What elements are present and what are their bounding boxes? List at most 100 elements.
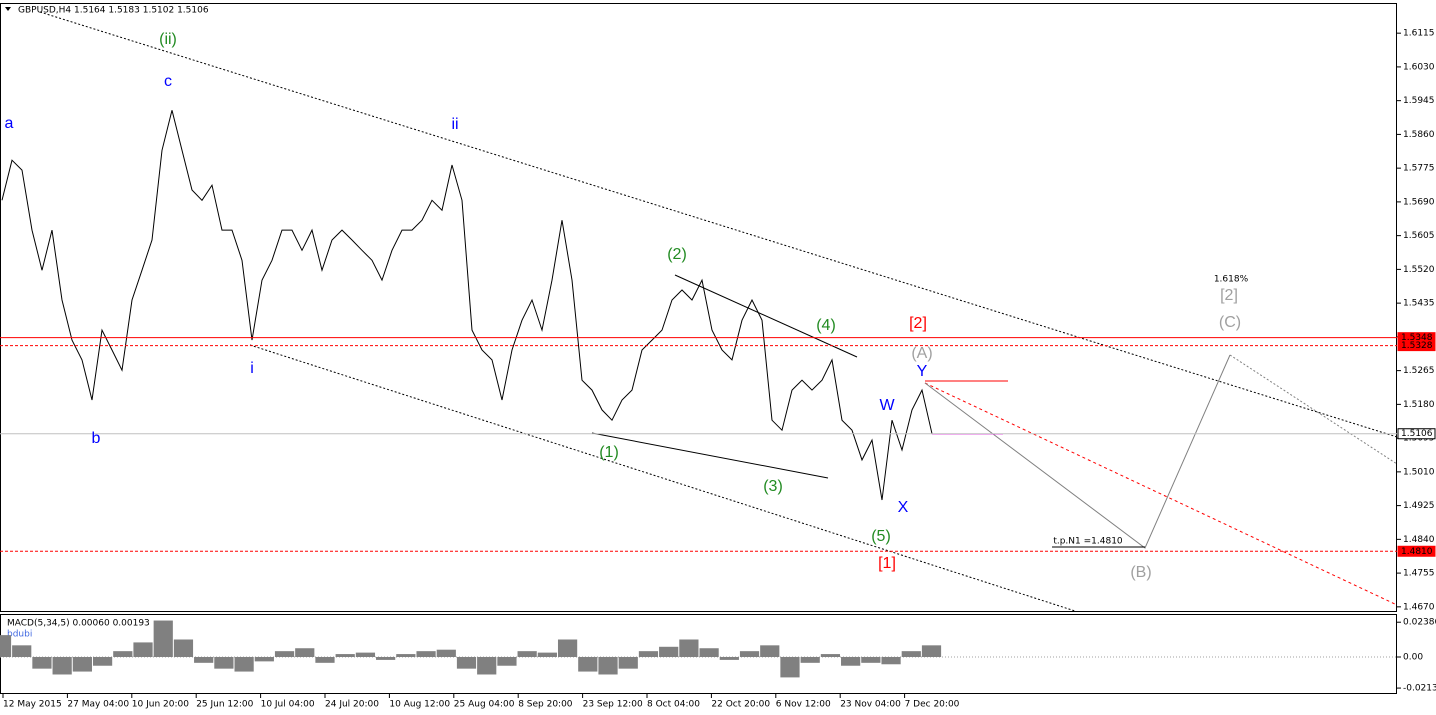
macd-bar xyxy=(52,656,72,675)
wave-label: c xyxy=(164,73,172,90)
wedge-lower xyxy=(591,432,829,479)
wave-label: (5) xyxy=(871,528,891,545)
y-tick-label: 1.6115 xyxy=(1403,29,1435,39)
macd-bar xyxy=(335,654,355,657)
macd-bar xyxy=(800,656,820,663)
y-tick-label: 1.5945 xyxy=(1403,96,1435,106)
wave-label: i xyxy=(250,360,254,377)
y-tick-label: 0.00 xyxy=(1403,652,1423,662)
wave-label: ii xyxy=(451,116,458,133)
y-tick-label: 0.02386 xyxy=(1403,618,1436,628)
macd-bar xyxy=(739,651,760,657)
level-label: 1.5328 xyxy=(1401,341,1433,351)
x-tick-label: 10 Jul 04:00 xyxy=(261,700,315,710)
macd-bar xyxy=(194,656,214,663)
macd-bar xyxy=(396,654,416,657)
macd-bar xyxy=(638,651,659,657)
y-tick-label: 1.5010 xyxy=(1403,467,1435,477)
macd-bar xyxy=(133,642,153,657)
macd-bar xyxy=(234,656,254,672)
wave-label: 1.618% xyxy=(1214,275,1249,285)
wave-label: Y xyxy=(917,363,928,380)
macd-subtitle: bdubi xyxy=(7,630,32,640)
wave-label: X xyxy=(898,499,909,516)
projection-path xyxy=(924,354,1231,549)
level-tag xyxy=(1397,340,1436,352)
level-label: 1.5106 xyxy=(1401,429,1433,439)
macd-bar xyxy=(598,656,618,675)
wedge-upper xyxy=(674,274,858,358)
y-tick-label: 1.5265 xyxy=(1403,366,1435,376)
macd-bar xyxy=(679,639,699,657)
macd-bar xyxy=(861,656,881,663)
macd-bar xyxy=(921,645,942,657)
x-tick-label: 8 Sep 20:00 xyxy=(518,700,573,710)
macd-bar xyxy=(72,656,92,672)
price-pane xyxy=(0,3,1397,612)
wave-label: (2) xyxy=(667,246,687,263)
level-tag xyxy=(1397,428,1436,440)
macd-bar xyxy=(699,648,719,657)
level-tag xyxy=(1397,545,1436,557)
level-label: 1.4810 xyxy=(1401,547,1433,557)
channel-lower xyxy=(249,344,1076,612)
wave-label: [1] xyxy=(878,555,896,572)
macd-bar xyxy=(820,654,841,657)
wave-label: (B) xyxy=(1130,564,1151,581)
wave-label: [2] xyxy=(1220,287,1238,304)
x-tick-label: 8 Oct 04:00 xyxy=(647,700,700,710)
y-tick-label: 1.5520 xyxy=(1403,265,1435,275)
x-tick-label: 27 May 04:00 xyxy=(67,700,129,710)
y-tick-label: 1.5860 xyxy=(1403,130,1435,140)
x-tick-label: 7 Dec 20:00 xyxy=(905,700,960,710)
level-label: 1.5348 xyxy=(1401,333,1433,343)
symbol-header: GBPUSD,H4 1.5164 1.5183 1.5102 1.5106 xyxy=(18,6,209,16)
macd-bar xyxy=(901,651,921,657)
macd-bar xyxy=(295,648,315,657)
macd-bar xyxy=(254,656,274,662)
macd-bar xyxy=(12,645,32,657)
macd-bar xyxy=(578,656,598,672)
macd-bar xyxy=(477,656,497,675)
y-tick-label: 1.4925 xyxy=(1403,501,1435,511)
wave-label: [2] xyxy=(909,315,927,332)
y-tick-label: 1.5775 xyxy=(1403,164,1435,174)
wave-label: (3) xyxy=(763,478,783,495)
macd-bar xyxy=(618,656,638,669)
macd-bar xyxy=(416,651,436,657)
x-tick-label: 12 May 2015 xyxy=(3,700,62,710)
macd-bar xyxy=(355,652,376,657)
y-tick-label: 1.4840 xyxy=(1403,535,1435,545)
macd-bar xyxy=(537,652,557,657)
macd-bar xyxy=(153,620,173,657)
y-tick-label: 1.4670 xyxy=(1403,602,1435,612)
projection-dotted xyxy=(1229,354,1398,465)
wave-label: (A) xyxy=(911,345,932,362)
macd-bar xyxy=(92,656,113,666)
wave-label: (1) xyxy=(599,444,619,461)
wave-label: t.p.N1 =1.4810 xyxy=(1053,537,1123,547)
macd-bar xyxy=(436,649,456,657)
wave-label: W xyxy=(879,397,895,414)
x-tick-label: 23 Nov 04:00 xyxy=(840,700,901,710)
channel-upper xyxy=(39,11,1398,438)
macd-bar xyxy=(274,651,295,657)
x-tick-label: 6 Nov 12:00 xyxy=(776,700,831,710)
macd-bar xyxy=(456,656,477,669)
x-tick-label: 25 Aug 04:00 xyxy=(454,700,515,710)
x-tick-label: 22 Oct 20:00 xyxy=(711,700,770,710)
macd-bar xyxy=(719,656,739,660)
macd-bar xyxy=(173,639,194,657)
x-tick-label: 24 Jul 20:00 xyxy=(325,700,379,710)
y-tick-label: 1.5605 xyxy=(1403,231,1435,241)
x-tick-label: 10 Aug 12:00 xyxy=(389,700,450,710)
y-tick-label: 1.4755 xyxy=(1403,569,1435,579)
macd-bar xyxy=(113,651,133,657)
macd-bar xyxy=(841,656,861,666)
menu-arrow[interactable] xyxy=(5,7,11,11)
macd-bar xyxy=(214,656,234,669)
macd-bar xyxy=(517,651,537,657)
macd-bar xyxy=(760,645,780,657)
macd-bar xyxy=(881,656,901,665)
wave-label: (C) xyxy=(1219,314,1241,331)
